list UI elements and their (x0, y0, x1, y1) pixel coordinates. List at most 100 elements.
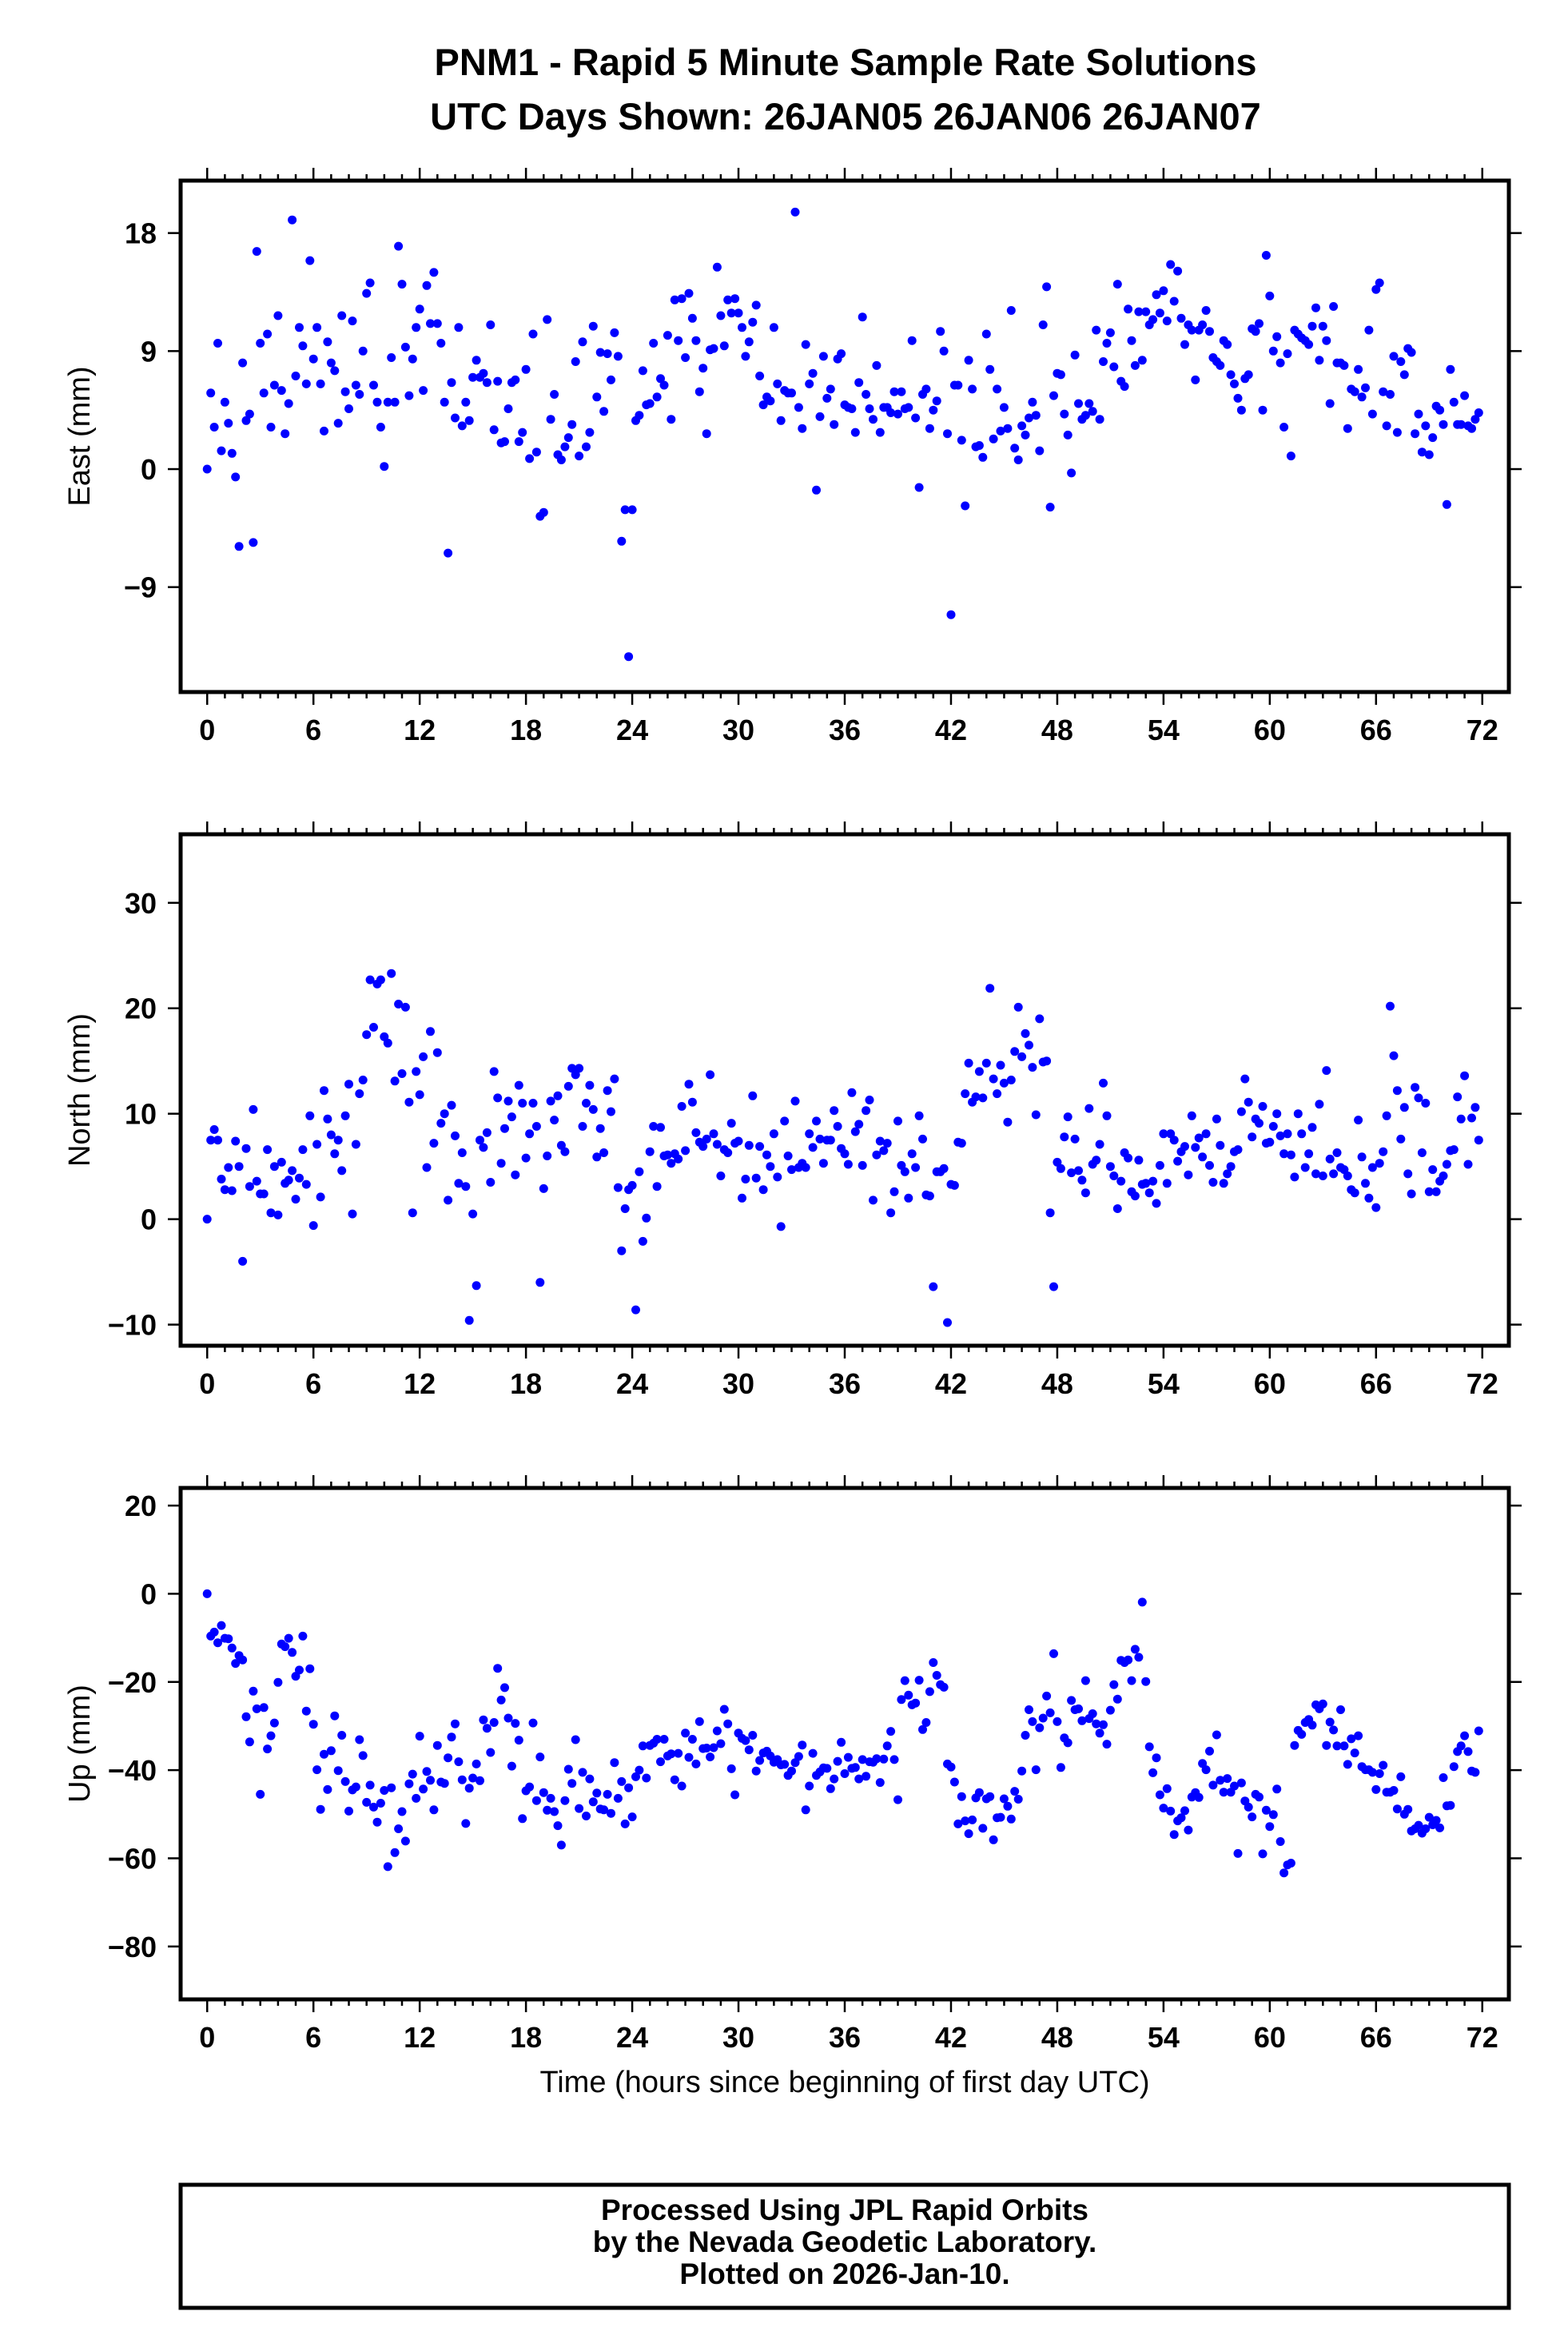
north-data-point (1375, 1159, 1384, 1168)
east-data-point (486, 320, 495, 329)
east-data-point (422, 280, 432, 290)
east-data-point (404, 391, 414, 400)
east-data-point (681, 353, 690, 362)
north-data-point (716, 1172, 726, 1180)
up-data-point (500, 1683, 509, 1693)
up-data-point (507, 1761, 516, 1771)
up-data-point (245, 1737, 254, 1747)
up-data-point (826, 1784, 835, 1793)
east-data-point (305, 256, 315, 265)
east-data-point (263, 329, 273, 339)
north-data-point (996, 1060, 1005, 1070)
up-data-point (798, 1740, 807, 1750)
east-data-point (932, 396, 941, 406)
up-data-point (390, 1848, 400, 1857)
north-data-point (918, 1134, 927, 1144)
east-data-point (1201, 306, 1211, 315)
east-data-point (567, 420, 577, 429)
north-x-tick-label: 36 (829, 1367, 861, 1400)
up-data-point (787, 1766, 796, 1776)
north-x-tick-label: 12 (404, 1367, 436, 1400)
north-data-point (330, 1149, 340, 1159)
east-data-point (1417, 448, 1427, 457)
up-data-point (1354, 1731, 1363, 1740)
north-data-point (1223, 1169, 1232, 1179)
east-data-point (627, 505, 637, 515)
up-data-point (989, 1835, 998, 1844)
up-data-point (635, 1765, 644, 1775)
up-x-tick-label: 48 (1041, 2021, 1073, 2054)
east-data-point (1152, 290, 1161, 300)
east-data-point (709, 344, 718, 353)
up-data-point (312, 1765, 322, 1775)
east-data-point (220, 397, 229, 407)
up-data-point (872, 1754, 882, 1764)
up-panel: 0 6 12 18 24 30 36 42 48 54 60 66 72 −80 −60 −40 −20 0 20 U… (63, 1475, 1522, 2099)
up-data-point (503, 1713, 513, 1723)
up-data-point (854, 1774, 864, 1784)
east-data-point (252, 247, 261, 257)
north-data-point (277, 1157, 286, 1167)
up-data-point (755, 1756, 765, 1765)
east-data-point (1307, 321, 1317, 331)
north-data-point (486, 1178, 495, 1187)
east-data-point (1035, 446, 1045, 455)
north-data-point (840, 1149, 850, 1159)
north-data-point (1010, 1047, 1020, 1056)
north-data-point (419, 1052, 428, 1061)
north-data-point (1300, 1163, 1310, 1172)
north-data-point (539, 1183, 548, 1193)
north-data-point (259, 1189, 269, 1199)
north-data-point (440, 1109, 449, 1119)
up-x-tick-label: 60 (1254, 2021, 1286, 2054)
east-data-point (1130, 360, 1140, 370)
north-data-point (974, 1067, 984, 1076)
up-data-point (288, 1648, 297, 1657)
up-data-point (269, 1718, 279, 1728)
up-data-point (659, 1735, 669, 1744)
east-data-point (284, 399, 293, 408)
up-data-point (921, 1718, 931, 1727)
north-data-point (560, 1147, 570, 1156)
up-data-point (380, 1786, 389, 1795)
up-data-point (1212, 1730, 1221, 1740)
up-data-point (830, 1774, 839, 1784)
east-data-point (1318, 321, 1327, 331)
east-x-tick-label: 48 (1041, 714, 1073, 746)
north-data-point (217, 1175, 226, 1183)
north-data-point (489, 1067, 499, 1076)
north-data-point (575, 1064, 584, 1073)
north-data-point (981, 1058, 991, 1068)
east-data-point (1031, 411, 1041, 420)
east-data-point (571, 357, 580, 366)
east-data-point (217, 446, 226, 455)
east-data-point (256, 339, 265, 348)
north-data-point (613, 1183, 623, 1192)
up-data-point (432, 1740, 442, 1750)
up-data-point (1006, 1814, 1016, 1824)
up-data-point (238, 1655, 248, 1665)
north-data-point (1141, 1179, 1151, 1188)
north-data-point (348, 1209, 357, 1219)
north-data-point (769, 1129, 778, 1139)
east-data-point (444, 548, 453, 558)
east-data-point (489, 425, 499, 435)
north-data-point (599, 1148, 609, 1157)
up-data-point (932, 1671, 941, 1680)
east-data-point (227, 448, 237, 458)
up-data-point (518, 1814, 527, 1824)
north-data-point (468, 1209, 478, 1219)
up-data-point (535, 1752, 545, 1762)
north-data-point (1307, 1123, 1317, 1132)
up-data-point (1474, 1726, 1483, 1736)
up-data-point (511, 1719, 520, 1728)
east-data-point (432, 319, 442, 328)
footer-line-2: by the Nevada Geodetic Laboratory. (593, 2226, 1097, 2258)
north-data-point (1130, 1191, 1140, 1201)
east-data-point (914, 483, 924, 492)
up-data-point (556, 1840, 566, 1850)
up-y-tick-label: −80 (108, 1931, 157, 1963)
north-data-point (875, 1136, 885, 1146)
north-data-point (1467, 1113, 1476, 1123)
east-data-point (1367, 409, 1377, 419)
